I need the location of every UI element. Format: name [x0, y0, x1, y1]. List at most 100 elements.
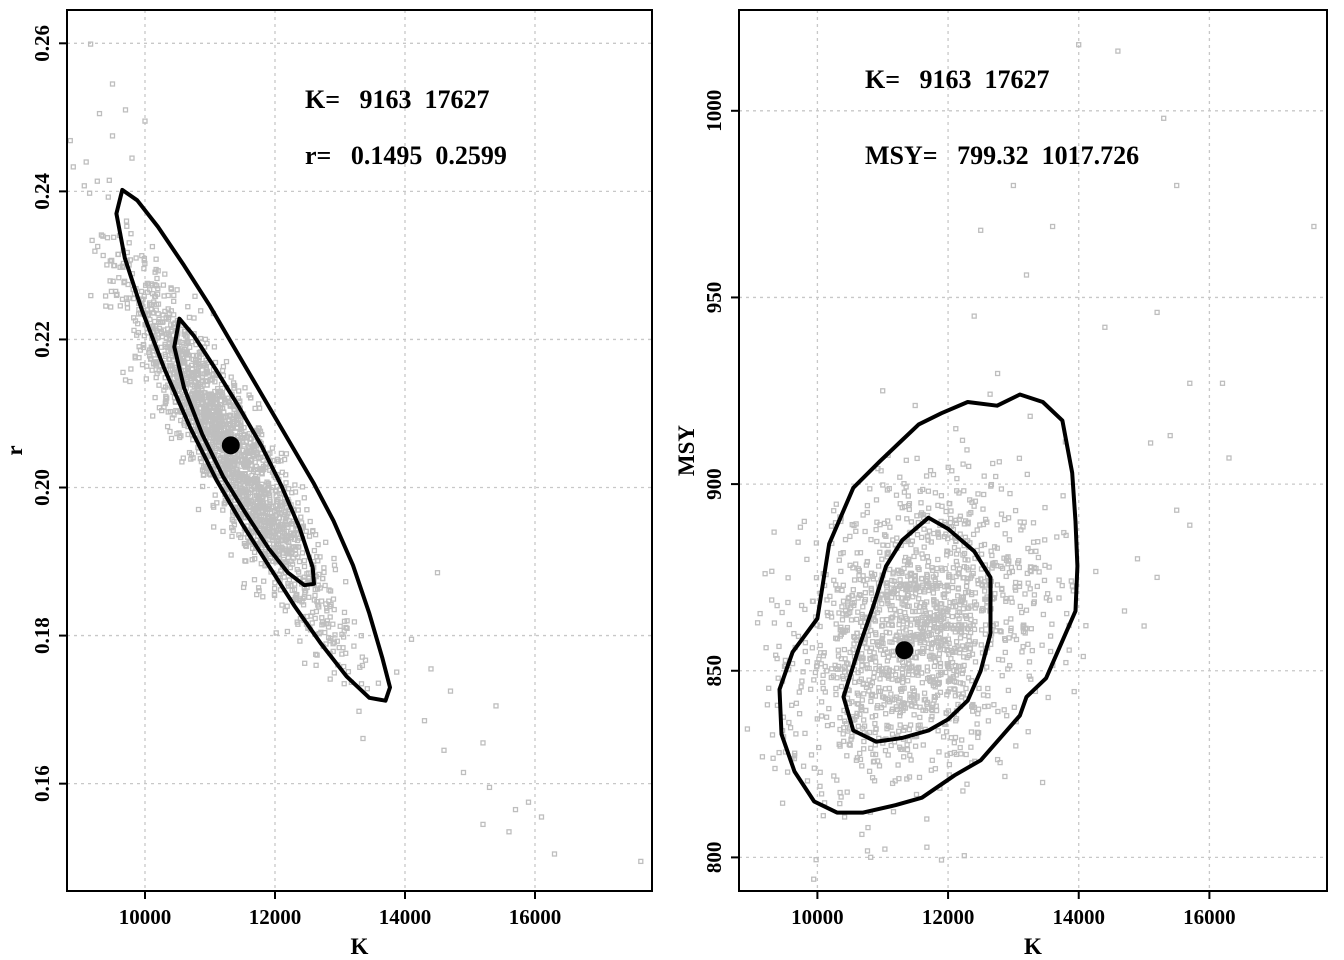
data-point	[236, 532, 242, 538]
data-point	[883, 533, 889, 539]
data-point	[189, 390, 195, 397]
data-point	[312, 592, 318, 599]
data-point	[829, 721, 835, 728]
data-point	[999, 586, 1005, 593]
data-point	[784, 769, 791, 775]
data-point	[262, 524, 269, 530]
data-point	[868, 698, 874, 705]
data-point	[189, 382, 195, 388]
data-point	[313, 662, 319, 668]
data-point	[171, 298, 177, 304]
data-point	[1042, 562, 1048, 569]
data-point	[917, 714, 923, 721]
annotation-k-range: K= 9163 17627	[865, 65, 1050, 94]
data-point	[965, 538, 971, 544]
data-point	[166, 356, 172, 362]
data-point	[770, 755, 776, 761]
y-axis-title: r	[2, 445, 27, 455]
y-tick-label: 850	[702, 655, 726, 687]
data-point	[285, 583, 292, 589]
data-point	[319, 619, 326, 625]
data-point	[757, 610, 763, 617]
data-point	[882, 846, 888, 852]
data-point	[174, 373, 180, 379]
data-point	[908, 616, 915, 622]
data-point	[954, 475, 960, 482]
data-point	[847, 649, 853, 656]
data-point	[964, 578, 970, 585]
data-point	[936, 651, 943, 657]
data-point	[849, 733, 855, 740]
data-point	[920, 511, 926, 518]
data-point	[813, 540, 820, 546]
data-point	[184, 349, 190, 356]
data-point	[229, 470, 235, 476]
data-point	[271, 591, 278, 597]
data-point	[284, 522, 290, 528]
data-point	[201, 471, 207, 478]
data-point	[953, 520, 960, 526]
data-point	[834, 675, 840, 681]
data-point	[284, 628, 291, 635]
data-point	[199, 418, 205, 424]
data-point	[185, 304, 191, 310]
data-point	[928, 716, 934, 723]
data-point	[844, 753, 850, 759]
contour-lines	[114, 187, 392, 703]
data-point	[886, 673, 892, 679]
data-point	[834, 777, 840, 783]
data-point	[884, 591, 890, 597]
data-point	[280, 537, 286, 543]
data-point	[275, 526, 281, 532]
data-point	[923, 473, 930, 479]
data-point	[145, 312, 151, 318]
data-point	[359, 654, 365, 660]
data-point	[1007, 490, 1013, 497]
data-point	[242, 542, 249, 549]
data-point	[997, 628, 1003, 634]
data-point	[868, 745, 874, 751]
data-point	[838, 683, 845, 690]
data-point	[227, 403, 233, 409]
data-point	[802, 606, 808, 613]
data-point	[906, 603, 912, 609]
data-point	[840, 598, 847, 604]
data-point	[936, 672, 942, 678]
data-point	[292, 482, 298, 488]
data-point	[971, 626, 978, 633]
grid-lines	[739, 10, 1327, 891]
data-point	[861, 723, 868, 729]
data-point	[67, 137, 73, 144]
data-point	[982, 516, 989, 523]
data-point	[863, 684, 870, 691]
data-point	[1047, 633, 1054, 639]
data-point	[211, 504, 217, 510]
data-point	[1187, 522, 1193, 528]
data-point	[858, 668, 864, 674]
data-point	[1026, 659, 1033, 665]
data-point	[285, 510, 291, 517]
data-point	[942, 591, 948, 597]
data-point	[982, 622, 989, 628]
data-point	[252, 442, 258, 448]
data-point	[972, 659, 979, 665]
data-point	[838, 794, 844, 800]
data-point	[898, 615, 904, 621]
data-point	[1035, 539, 1041, 545]
data-point	[1010, 182, 1017, 189]
data-point	[332, 566, 339, 573]
data-point	[279, 602, 285, 608]
contour-inner	[841, 515, 993, 744]
data-point	[871, 669, 877, 676]
data-point	[167, 408, 173, 415]
data-point	[309, 620, 315, 626]
data-point	[924, 533, 931, 539]
data-point	[937, 607, 943, 613]
data-point	[837, 715, 843, 721]
data-point	[240, 439, 246, 446]
data-point	[766, 685, 772, 691]
data-point	[970, 570, 976, 577]
data-point	[903, 457, 909, 463]
data-point	[865, 824, 871, 831]
data-point	[877, 676, 883, 682]
